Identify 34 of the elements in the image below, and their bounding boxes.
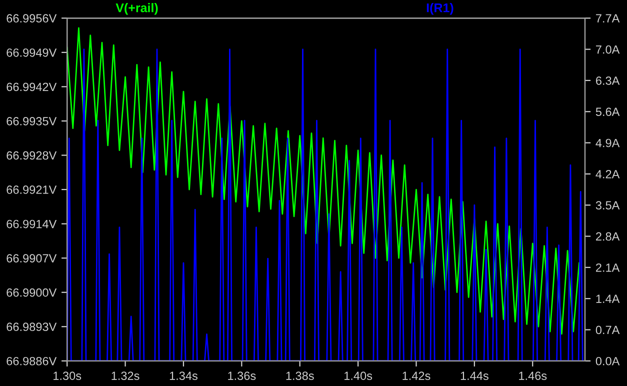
x-tick-label: 1.38s bbox=[286, 372, 314, 380]
x-tick-label: 1.30s bbox=[54, 372, 82, 380]
y2-tick-label: 2.1A bbox=[596, 263, 620, 272]
y2-tick-label: 7.7A bbox=[596, 14, 620, 22]
y-tick-label: 66.9900V bbox=[6, 288, 57, 297]
y2-tick-label: 7.0A bbox=[596, 45, 620, 54]
y-tick-label: 66.9914V bbox=[6, 220, 57, 228]
x-tick-label: 1.42s bbox=[402, 372, 430, 380]
x-tick-label: 1.46s bbox=[519, 372, 547, 380]
y2-tick-label: 3.5A bbox=[596, 201, 620, 210]
y2-tick-label: 1.4A bbox=[596, 294, 620, 303]
y-tick-label: 66.9949V bbox=[6, 48, 57, 57]
y-tick-label: 66.9886V bbox=[6, 356, 57, 366]
y-tick-label: 66.9907V bbox=[6, 254, 57, 262]
y-tick-label: 66.9928V bbox=[6, 151, 57, 160]
x-tick-label: 1.34s bbox=[170, 372, 198, 380]
x-tick-label: 1.36s bbox=[228, 372, 256, 380]
y-tick-label: 66.9942V bbox=[6, 82, 57, 92]
y2-tick-label: 4.2A bbox=[596, 170, 620, 178]
y2-tick-label: 0.0A bbox=[596, 356, 620, 366]
y-tick-label: 66.9893V bbox=[6, 322, 57, 332]
y2-tick-label: 0.7A bbox=[596, 326, 620, 334]
x-tick-label: 1.40s bbox=[344, 372, 372, 380]
x-tick-label: 1.44s bbox=[460, 372, 488, 380]
y2-tick-label: 6.3A bbox=[596, 76, 620, 85]
text: I(R1) bbox=[426, 3, 454, 15]
y2-tick-label: 5.6A bbox=[596, 108, 620, 116]
y-tick-label: 66.9935V bbox=[6, 117, 57, 126]
text: V(+rail) bbox=[116, 3, 158, 15]
x-tick-label: 1.32s bbox=[112, 372, 140, 380]
y-tick-label: 66.9921V bbox=[6, 186, 57, 194]
y2-tick-label: 4.9A bbox=[596, 138, 620, 148]
y-tick-label: 66.9956V bbox=[6, 14, 57, 23]
y2-tick-label: 2.8A bbox=[596, 232, 620, 241]
